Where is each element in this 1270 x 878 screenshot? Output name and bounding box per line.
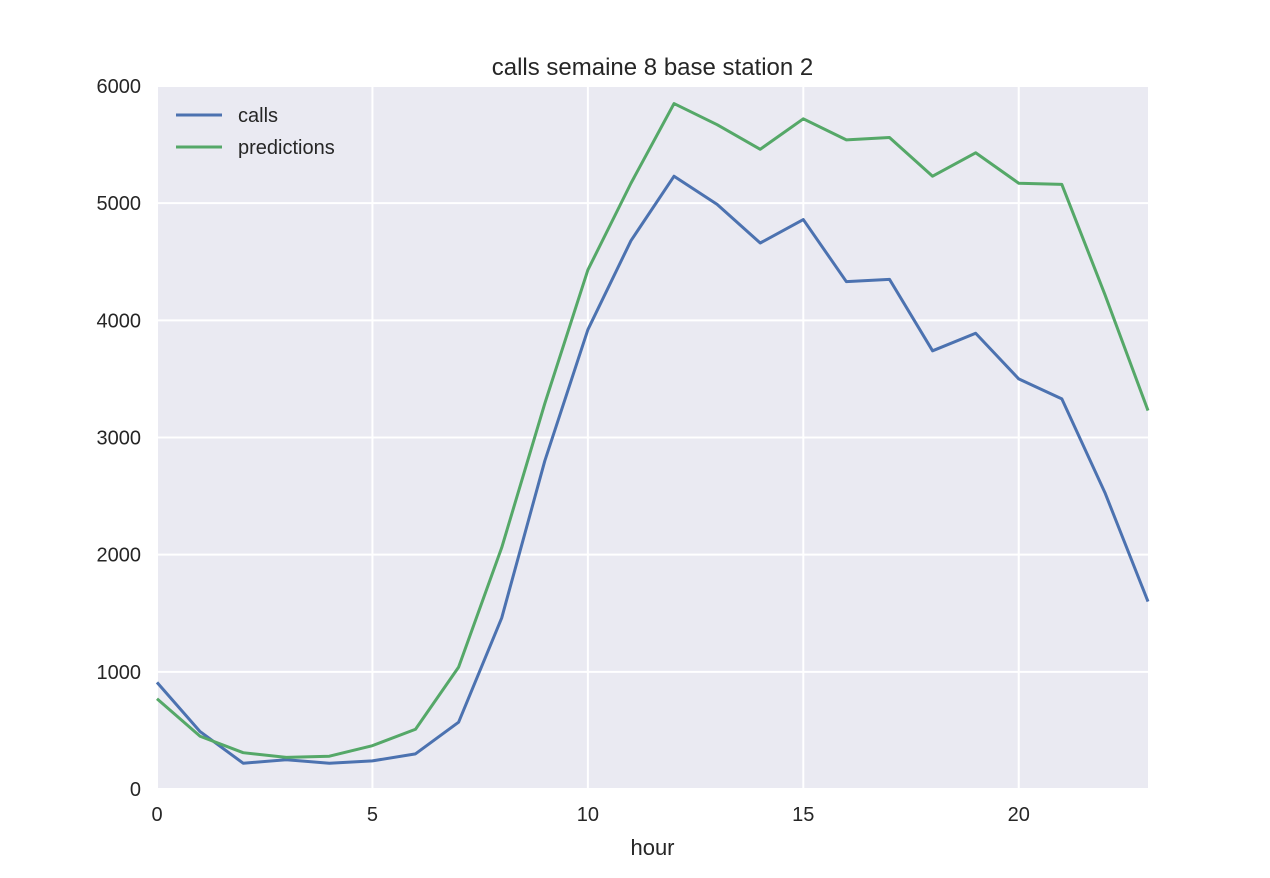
x-tick-label: 10 bbox=[577, 804, 599, 826]
x-tick-label: 15 bbox=[792, 804, 814, 826]
y-tick-label: 1000 bbox=[97, 662, 142, 684]
y-tick-label: 4000 bbox=[97, 310, 142, 332]
y-tick-label: 0 bbox=[130, 779, 141, 801]
chart-title: calls semaine 8 base station 2 bbox=[492, 54, 814, 81]
y-tick-label: 6000 bbox=[97, 76, 142, 98]
y-tick-label: 3000 bbox=[97, 428, 142, 450]
x-tick-label: 5 bbox=[367, 804, 378, 826]
legend: calls predictions bbox=[176, 105, 335, 159]
legend-label: calls bbox=[238, 105, 278, 127]
series-line-calls bbox=[155, 174, 1150, 765]
x-axis-label: hour bbox=[630, 835, 674, 860]
legend-label: predictions bbox=[238, 137, 335, 159]
grid bbox=[156, 85, 1148, 790]
series-line-predictions bbox=[156, 102, 1150, 759]
series-layer bbox=[155, 102, 1150, 765]
x-tick-label: 0 bbox=[151, 804, 162, 826]
y-tick-label: 5000 bbox=[97, 193, 142, 215]
x-tick-label: 20 bbox=[1008, 804, 1030, 826]
y-tick-label: 2000 bbox=[97, 545, 142, 567]
tick-labels: 0 5 10 15 20 0 1000 2000 3000 4000 5000 6000 bbox=[97, 76, 1030, 826]
